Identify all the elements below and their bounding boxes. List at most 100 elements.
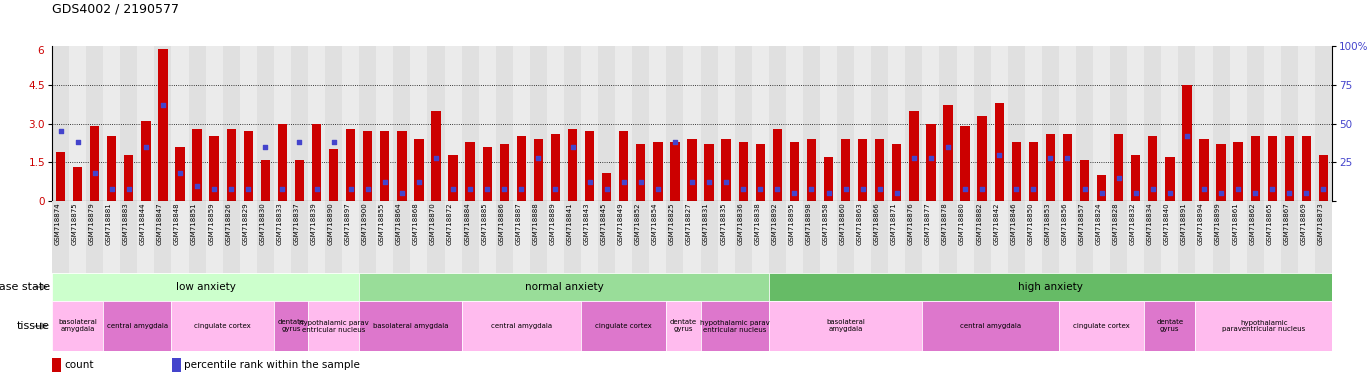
Point [306, 185, 327, 192]
Text: cingulate cortex: cingulate cortex [596, 323, 652, 329]
Bar [1263, 46, 1281, 201]
Bar [175, 147, 185, 201]
Bar [1080, 160, 1089, 201]
Bar [325, 46, 342, 201]
Bar [359, 301, 462, 351]
Bar [171, 201, 189, 273]
Bar [462, 46, 478, 201]
Text: GSM718878: GSM718878 [943, 202, 948, 245]
Bar [666, 201, 684, 273]
Text: GSM718879: GSM718879 [89, 202, 95, 245]
Bar [512, 201, 530, 273]
Bar [512, 46, 530, 201]
Bar [86, 201, 103, 273]
Bar [940, 201, 956, 273]
Bar [615, 201, 633, 273]
Bar [530, 201, 547, 273]
Point [84, 170, 105, 176]
Bar [718, 201, 734, 273]
Bar [1251, 136, 1260, 201]
Bar [342, 201, 359, 273]
Text: GSM718826: GSM718826 [225, 202, 232, 245]
Bar [581, 46, 599, 201]
Bar [393, 201, 411, 273]
Bar [1148, 136, 1158, 201]
Bar [653, 142, 663, 201]
Point [1056, 154, 1078, 161]
Point [390, 190, 412, 196]
Bar [567, 129, 577, 201]
Bar [478, 201, 496, 273]
Text: GSM718846: GSM718846 [1010, 202, 1017, 245]
Bar [1247, 201, 1263, 273]
Bar [1297, 46, 1315, 201]
Bar [137, 46, 155, 201]
Point [1108, 175, 1130, 181]
Bar [837, 46, 854, 201]
Text: GSM718884: GSM718884 [464, 202, 470, 245]
Bar [90, 126, 100, 201]
Text: GSM718854: GSM718854 [652, 202, 658, 245]
Point [937, 144, 959, 150]
Bar [888, 46, 906, 201]
Bar [240, 46, 256, 201]
Bar [295, 160, 304, 201]
Bar [670, 142, 680, 201]
Text: GSM718853: GSM718853 [1044, 202, 1051, 245]
Bar [1075, 201, 1093, 273]
Bar [52, 201, 68, 273]
Bar [1263, 201, 1281, 273]
Text: GSM718880: GSM718880 [959, 202, 964, 245]
Bar [86, 46, 103, 201]
Bar [871, 201, 888, 273]
Point [612, 179, 634, 185]
Bar [432, 111, 441, 201]
Bar [888, 201, 906, 273]
Bar [359, 46, 377, 201]
Bar [684, 201, 700, 273]
Bar [1162, 46, 1178, 201]
Point [169, 170, 190, 176]
Text: GSM718830: GSM718830 [259, 202, 266, 245]
Text: GSM718865: GSM718865 [1266, 202, 1273, 245]
Bar [564, 201, 581, 273]
Bar [1144, 301, 1196, 351]
Text: GSM718839: GSM718839 [311, 202, 316, 245]
Text: basolateral
amygdala: basolateral amygdala [826, 319, 864, 333]
Bar [1164, 157, 1174, 201]
Bar [155, 201, 171, 273]
Text: GSM718890: GSM718890 [327, 202, 334, 245]
Text: GSM718833: GSM718833 [277, 202, 282, 245]
Bar [1029, 142, 1038, 201]
Bar [223, 201, 240, 273]
Bar [496, 46, 512, 201]
Text: GSM718886: GSM718886 [499, 202, 504, 245]
Bar [52, 358, 60, 372]
Bar [171, 301, 274, 351]
Point [1278, 190, 1300, 196]
Bar [210, 136, 219, 201]
Bar [718, 46, 734, 201]
Bar [1025, 201, 1041, 273]
Bar [103, 301, 171, 351]
Text: GSM718883: GSM718883 [123, 202, 129, 245]
Point [852, 185, 874, 192]
Bar [922, 301, 1059, 351]
Text: GSM718836: GSM718836 [737, 202, 743, 245]
Bar [1144, 46, 1162, 201]
Bar [103, 46, 121, 201]
Point [203, 185, 225, 192]
Point [869, 185, 891, 192]
Point [101, 185, 123, 192]
Text: GSM718892: GSM718892 [771, 202, 777, 245]
Text: GSM718900: GSM718900 [362, 202, 367, 245]
Point [477, 185, 499, 192]
Bar [290, 201, 308, 273]
Text: cingulate cortex: cingulate cortex [195, 323, 251, 329]
Bar [823, 157, 833, 201]
Bar [1063, 134, 1073, 201]
Bar [274, 201, 290, 273]
Bar [601, 172, 611, 201]
Bar [1128, 46, 1144, 201]
Text: GSM718828: GSM718828 [1112, 202, 1119, 245]
